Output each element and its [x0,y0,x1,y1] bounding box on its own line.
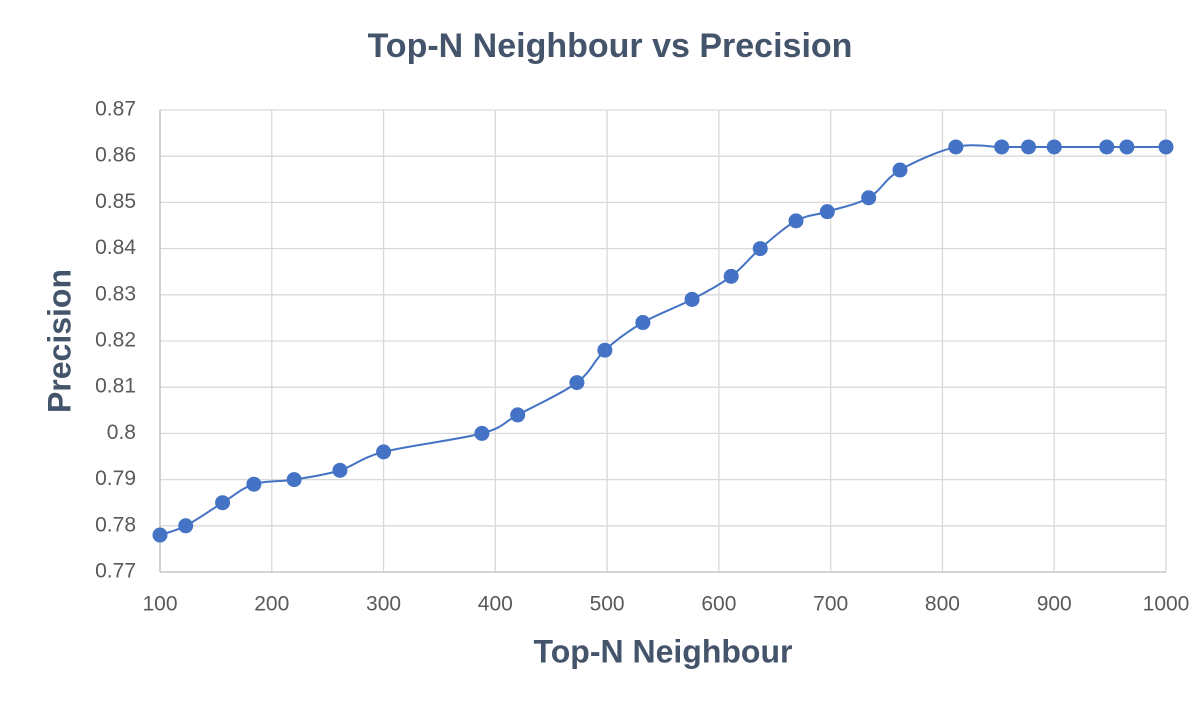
data-point [948,139,964,155]
x-tick-label: 800 [925,593,960,616]
y-tick-label: 0.87 [95,98,136,121]
y-tick-label: 0.78 [95,513,136,536]
data-point [178,518,194,534]
data-point [510,407,526,423]
data-point [152,527,168,543]
x-tick-label: 700 [813,593,848,616]
x-tick-label: 200 [254,593,289,616]
y-tick-label: 0.79 [95,467,136,490]
data-point [1119,139,1135,155]
data-point [752,241,768,257]
chart-title: Top-N Neighbour vs Precision [368,27,853,65]
x-tick-label: 100 [142,593,177,616]
data-point [723,268,739,284]
data-point [684,291,700,307]
data-point [286,472,302,488]
data-point [246,476,262,492]
data-point [597,342,613,358]
data-point [1099,139,1115,155]
data-point [994,139,1010,155]
x-tick-label: 900 [1037,593,1072,616]
x-tick-label: 500 [590,593,625,616]
data-point [1046,139,1062,155]
data-point [376,444,392,460]
y-axis-title: Precision [41,269,77,413]
series-line [159,144,1166,536]
y-tick-label: 0.82 [95,329,136,352]
y-tick-label: 0.86 [95,144,136,167]
data-point [635,315,651,331]
x-axis-title: Top-N Neighbour [534,633,793,669]
data-point [861,190,877,206]
data-point [788,213,804,229]
data-point [819,204,835,220]
x-tick-label: 1000 [1143,593,1190,616]
data-point [474,425,490,441]
data-point [1021,139,1037,155]
data-point [332,462,348,478]
y-tick-label: 0.85 [95,190,136,213]
y-tick-label: 0.81 [95,375,136,398]
data-point [892,162,908,178]
data-point [1158,139,1174,155]
y-tick-label: 0.8 [107,421,136,444]
x-tick-label: 600 [701,593,736,616]
y-tick-label: 0.83 [95,282,136,305]
data-point [215,495,231,511]
y-tick-label: 0.84 [95,236,136,259]
y-tick-label: 0.77 [95,560,136,583]
x-tick-label: 400 [478,593,513,616]
data-point [569,375,585,391]
x-tick-label: 300 [366,593,401,616]
